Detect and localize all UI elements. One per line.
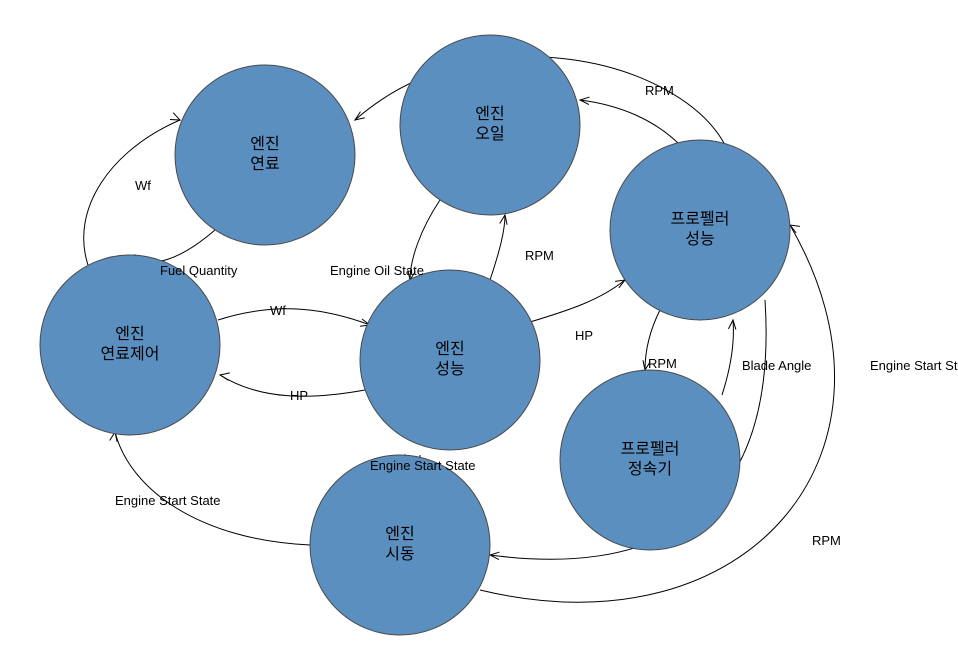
node-propperf: 프로펠러성능: [610, 140, 790, 320]
node-label-oil-0: 엔진: [475, 105, 504, 123]
edge-label-hp-propperf: HP: [575, 328, 593, 343]
node-label-oil-1: 오일: [475, 125, 504, 143]
node-label-fuel-1: 연료: [250, 155, 279, 173]
edge-label-wf-perf: Wf: [270, 303, 286, 318]
edge-label-ess-fuelctrl: Engine Start State: [115, 493, 221, 508]
node-label-perf-1: 성능: [435, 360, 464, 378]
node-oil: 엔진오일: [400, 35, 580, 215]
edge-label-oil-state: Engine Oil State: [330, 263, 424, 278]
node-start: 엔진시동: [310, 455, 490, 635]
edge-label-ess-long: Engine Start State: [870, 358, 958, 373]
node-fuel: 엔진연료: [175, 65, 355, 245]
edge-wf-perf: [218, 309, 370, 325]
edge-ess-fuelctrl: [115, 432, 310, 545]
node-label-governor-0: 프로펠러: [621, 440, 680, 458]
engine-diagram: 엔진연료엔진오일프로펠러성능엔진연료제어엔진성능프로펠러정속기엔진시동 WfFu…: [0, 0, 958, 662]
node-label-fuelctrl-0: 엔진: [115, 325, 144, 343]
edge-label-rpm-start: RPM: [812, 533, 841, 548]
node-label-start-0: 엔진: [385, 525, 414, 543]
edge-label-ess-perf: Engine Start State: [370, 458, 476, 473]
edge-label-rpm-governor: RPM: [648, 356, 677, 371]
node-fuelctrl: 엔진연료제어: [40, 255, 220, 435]
edge-label-fuel-quantity: Fuel Quantity: [160, 263, 238, 278]
node-label-governor-1: 정속기: [628, 460, 672, 478]
edge-label-hp-fuelctrl: HP: [290, 388, 308, 403]
node-label-start-1: 시동: [385, 546, 414, 563]
node-label-perf-0: 엔진: [435, 340, 464, 358]
edge-label-blade-angle: Blade Angle: [742, 358, 811, 373]
node-label-propperf-1: 성능: [685, 230, 714, 248]
node-label-fuel-0: 엔진: [250, 135, 279, 153]
edge-label-wf-fuel: Wf: [135, 178, 151, 193]
edge-rpm-oil-top: [580, 100, 680, 145]
edge-wf-fuel: [84, 120, 180, 265]
edge-blade-angle: [722, 320, 733, 395]
node-label-propperf-0: 프로펠러: [671, 210, 730, 228]
nodes-layer: 엔진연료엔진오일프로펠러성능엔진연료제어엔진성능프로펠러정속기엔진시동: [40, 35, 790, 635]
edge-rpm-oil: [490, 215, 505, 280]
node-perf: 엔진성능: [360, 270, 540, 450]
edge-label-rpm-oil-top: RPM: [645, 83, 674, 98]
edge-hp-propperf: [530, 280, 625, 322]
node-governor: 프로펠러정속기: [560, 370, 740, 550]
edge-label-rpm-oil: RPM: [525, 248, 554, 263]
node-label-fuelctrl-1: 연료제어: [101, 345, 160, 363]
